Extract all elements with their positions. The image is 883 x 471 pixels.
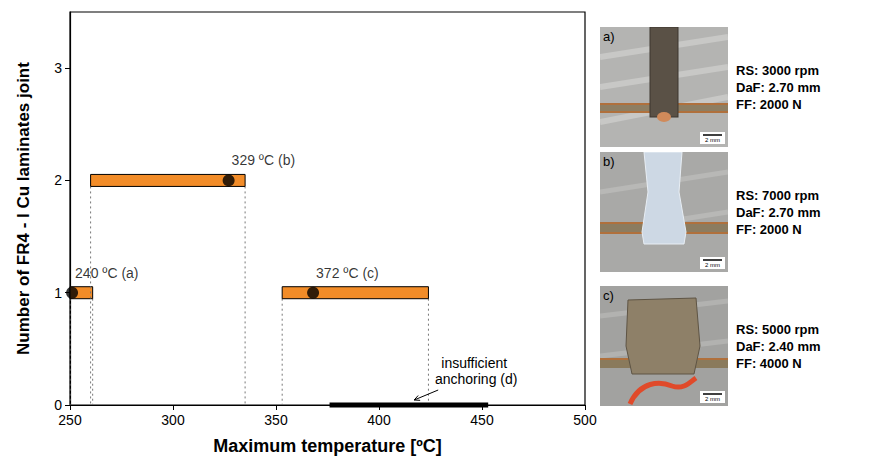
html-text:DaF: 2.40 mm: DaF: 2.40 mm	[736, 338, 821, 354]
svg-text:a): a)	[603, 29, 615, 44]
svg-text:c): c)	[603, 288, 614, 303]
svg-text:1: 1	[54, 285, 62, 301]
html-text:FF: 2000 N: FF: 2000 N	[736, 96, 802, 112]
svg-text:240 ºC (a): 240 ºC (a)	[75, 265, 138, 281]
svg-text:500: 500	[573, 412, 597, 428]
html-text:FF: 2000 N: FF: 2000 N	[736, 221, 802, 237]
html-text:DaF: 2.70 mm: DaF: 2.70 mm	[736, 204, 821, 220]
svg-text:329 ºC (b): 329 ºC (b)	[232, 152, 295, 168]
svg-text:2: 2	[54, 172, 62, 188]
svg-text:insufficient: insufficient	[441, 355, 511, 371]
svg-text:350: 350	[264, 412, 288, 428]
svg-text:450: 450	[470, 412, 494, 428]
svg-text:b): b)	[603, 154, 615, 169]
html-text:RS: 5000 rpm: RS: 5000 rpm	[736, 321, 820, 337]
svg-text:250: 250	[58, 412, 82, 428]
svg-text:Number of FR4 - I Cu laminates: Number of FR4 - I Cu laminates joint	[14, 62, 33, 355]
svg-text:400: 400	[367, 412, 391, 428]
svg-text:300: 300	[161, 412, 185, 428]
html-text:DaF: 2.70 mm: DaF: 2.70 mm	[736, 79, 821, 95]
svg-text:3: 3	[54, 60, 62, 76]
html-text:RS: 3000 rpm: RS: 3000 rpm	[736, 62, 820, 78]
svg-text:2 mm: 2 mm	[705, 396, 720, 402]
svg-text:0: 0	[54, 397, 62, 413]
svg-text:372 ºC (c): 372 ºC (c)	[316, 265, 379, 281]
svg-text:anchoring (d): anchoring (d)	[435, 371, 518, 387]
svg-text:2 mm: 2 mm	[705, 137, 720, 143]
html-text:FF: 4000 N: FF: 4000 N	[736, 355, 802, 371]
svg-text:Maximum temperature [ºC]: Maximum temperature [ºC]	[213, 436, 442, 456]
html-text:RS: 7000 rpm: RS: 7000 rpm	[736, 187, 820, 203]
svg-text:2 mm: 2 mm	[705, 262, 720, 268]
